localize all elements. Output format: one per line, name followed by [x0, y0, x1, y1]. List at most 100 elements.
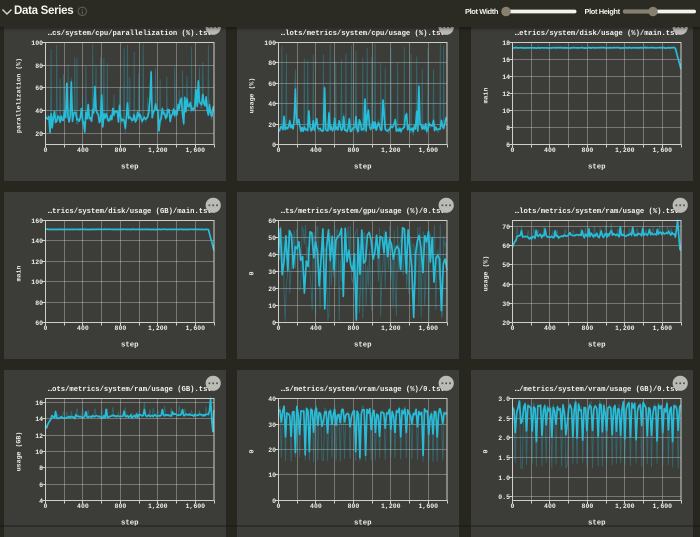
- svg-text:20: 20: [268, 122, 276, 129]
- svg-text:400: 400: [77, 503, 89, 510]
- svg-text:20: 20: [268, 286, 276, 293]
- svg-text:16: 16: [35, 400, 43, 407]
- svg-text:main: main: [482, 88, 489, 104]
- svg-text:1,200: 1,200: [381, 503, 401, 510]
- svg-text:60: 60: [35, 85, 43, 92]
- svg-text:…ts/metrics/system/gpu/usage (: …ts/metrics/system/gpu/usage (%)/0.tsv: [281, 208, 446, 216]
- svg-text:2.5: 2.5: [498, 416, 510, 423]
- svg-text:usage (GB): usage (GB): [15, 432, 22, 472]
- svg-text:usage (%): usage (%): [482, 256, 489, 292]
- svg-text:step: step: [121, 520, 139, 528]
- svg-text:40: 40: [35, 108, 43, 115]
- svg-text:20: 20: [502, 320, 510, 327]
- svg-text:1,600: 1,600: [419, 325, 439, 332]
- svg-text:800: 800: [582, 325, 594, 332]
- svg-text:60: 60: [268, 81, 276, 88]
- svg-text:10: 10: [268, 472, 276, 479]
- svg-text:14: 14: [502, 74, 510, 81]
- svg-text:0: 0: [248, 271, 255, 275]
- svg-text:1,200: 1,200: [148, 147, 168, 154]
- svg-text:800: 800: [582, 147, 594, 154]
- svg-text:10: 10: [268, 303, 276, 310]
- svg-text:40: 40: [502, 282, 510, 289]
- svg-text:100: 100: [264, 40, 276, 47]
- svg-text:0: 0: [248, 449, 255, 453]
- svg-text:0.5: 0.5: [498, 494, 510, 501]
- svg-text:0: 0: [482, 449, 489, 453]
- svg-text:1,200: 1,200: [148, 325, 168, 332]
- svg-text:400: 400: [544, 147, 556, 154]
- svg-text:…lots/metrics/system/ram/usage: …lots/metrics/system/ram/usage (%).tsv: [515, 208, 680, 216]
- svg-text:0: 0: [511, 503, 515, 510]
- svg-text:1,200: 1,200: [615, 147, 635, 154]
- svg-text:6: 6: [506, 142, 510, 149]
- svg-text:0: 0: [277, 147, 281, 154]
- svg-text:400: 400: [544, 325, 556, 332]
- svg-text:400: 400: [310, 325, 322, 332]
- svg-text:800: 800: [115, 325, 127, 332]
- svg-text:50: 50: [502, 262, 510, 269]
- svg-text:30: 30: [502, 301, 510, 308]
- svg-text:40: 40: [268, 252, 276, 259]
- svg-text:100: 100: [31, 279, 43, 286]
- svg-text:0: 0: [277, 503, 281, 510]
- svg-text:40: 40: [268, 396, 276, 403]
- svg-text:80: 80: [268, 60, 276, 67]
- svg-text:1,200: 1,200: [615, 325, 635, 332]
- svg-text:800: 800: [348, 325, 360, 332]
- svg-text:60: 60: [268, 218, 276, 225]
- svg-text:parallelization (%): parallelization (%): [15, 58, 22, 133]
- svg-text:6: 6: [39, 482, 43, 489]
- svg-text:400: 400: [77, 325, 89, 332]
- svg-text:20: 20: [35, 131, 43, 138]
- svg-text:10: 10: [502, 108, 510, 115]
- svg-text:1.5: 1.5: [498, 455, 510, 462]
- svg-text:400: 400: [310, 147, 322, 154]
- svg-text:…etrics/system/disk/usage (%)/: …etrics/system/disk/usage (%)/main.tsv: [515, 30, 680, 38]
- svg-text:usage (%): usage (%): [248, 78, 255, 114]
- svg-text:2.0: 2.0: [498, 435, 510, 442]
- svg-text:1,200: 1,200: [148, 503, 168, 510]
- svg-text:18: 18: [502, 40, 510, 47]
- svg-text:1,600: 1,600: [186, 325, 206, 332]
- svg-text:0: 0: [44, 147, 48, 154]
- svg-text:1,600: 1,600: [419, 147, 439, 154]
- svg-text:1,600: 1,600: [186, 147, 206, 154]
- svg-text:…s/metrics/system/vram/usage (: …s/metrics/system/vram/usage (%)/0.tsv: [281, 386, 446, 394]
- svg-text:80: 80: [35, 300, 43, 307]
- svg-text:…trics/system/disk/usage (GB)/: …trics/system/disk/usage (GB)/main.tsv: [48, 208, 213, 216]
- svg-text:16: 16: [502, 57, 510, 64]
- svg-text:12: 12: [35, 433, 43, 440]
- svg-text:1,600: 1,600: [653, 325, 673, 332]
- svg-text:0: 0: [272, 320, 276, 327]
- svg-text:20: 20: [268, 447, 276, 454]
- svg-text:1,600: 1,600: [419, 503, 439, 510]
- svg-text:0: 0: [272, 142, 276, 149]
- svg-text:1,200: 1,200: [381, 147, 401, 154]
- svg-text:60: 60: [502, 243, 510, 250]
- svg-text:800: 800: [115, 503, 127, 510]
- svg-text:…ots/metrics/system/ram/usage: …ots/metrics/system/ram/usage (GB).tsv: [48, 386, 213, 394]
- svg-text:0: 0: [44, 325, 48, 332]
- svg-text:1.0: 1.0: [498, 475, 510, 482]
- svg-text:1,200: 1,200: [615, 503, 635, 510]
- svg-text:step: step: [588, 164, 606, 172]
- svg-text:step: step: [354, 164, 372, 172]
- svg-text:120: 120: [31, 259, 43, 266]
- svg-text:14: 14: [35, 416, 43, 423]
- svg-text:step: step: [354, 342, 372, 350]
- svg-text:…/metrics/system/vram/usage (G: …/metrics/system/vram/usage (GB)/0.tsv: [515, 386, 680, 394]
- svg-text:3.0: 3.0: [498, 396, 510, 403]
- svg-text:100: 100: [31, 40, 43, 47]
- svg-text:step: step: [354, 520, 372, 528]
- svg-text:400: 400: [544, 503, 556, 510]
- svg-text:1,600: 1,600: [186, 503, 206, 510]
- svg-text:…cs/system/cpu/parallelization: …cs/system/cpu/parallelization (%).tsv: [48, 30, 213, 38]
- svg-text:1,600: 1,600: [653, 147, 673, 154]
- svg-text:step: step: [588, 342, 606, 350]
- svg-text:8: 8: [506, 125, 510, 132]
- svg-text:10: 10: [35, 449, 43, 456]
- svg-text:4: 4: [39, 498, 43, 505]
- svg-text:800: 800: [115, 147, 127, 154]
- svg-text:400: 400: [77, 147, 89, 154]
